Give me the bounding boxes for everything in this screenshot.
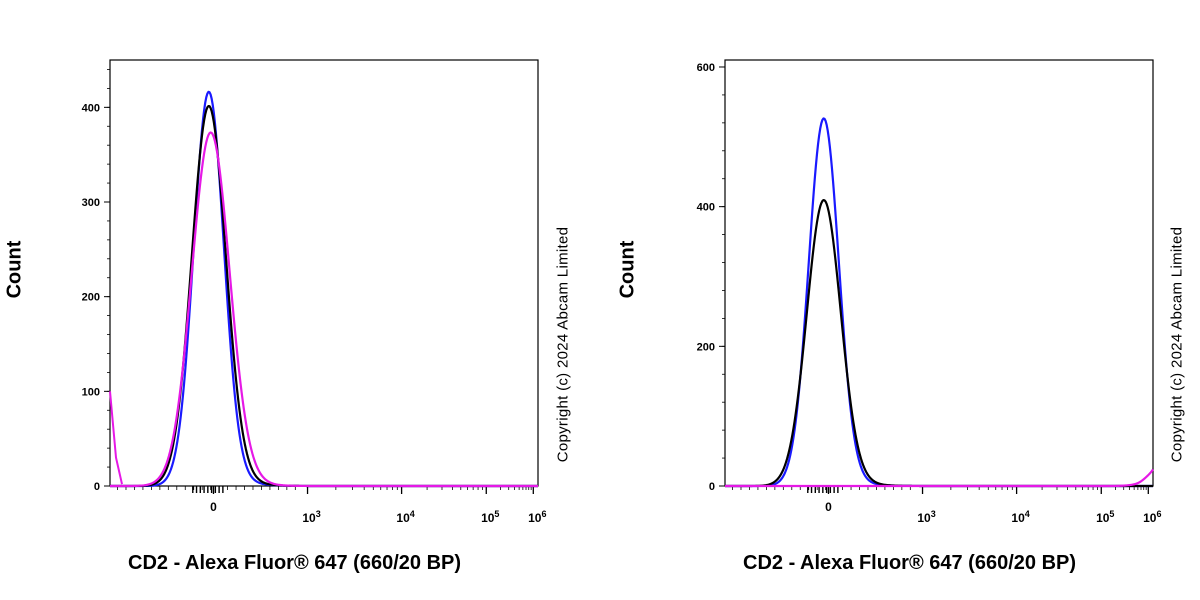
x-tick-label: 104	[1011, 509, 1029, 525]
y-tick-label: 300	[82, 197, 100, 209]
y-tick-label: 100	[82, 386, 100, 398]
x-tick-label: 104	[396, 509, 414, 525]
x-axis-label: CD2 - Alexa Fluor® 647 (660/20 BP)	[128, 552, 462, 574]
y-tick-label: 400	[697, 202, 715, 214]
y-tick-label: 600	[697, 62, 715, 74]
series-line-blue	[724, 117, 1154, 488]
x-tick-label: 0	[210, 500, 217, 514]
y-tick-label: 0	[94, 481, 100, 493]
y-axis-label: Count	[3, 240, 26, 299]
histogram-panel-right: 0 200 400 600 0 103 104 105 106 Count CD2 - Alex…	[615, 0, 1200, 600]
series-edge-artifact	[109, 391, 123, 485]
y-tick-label: 400	[82, 102, 100, 114]
x-tick-label: 106	[1143, 509, 1161, 525]
x-tick-label: 103	[302, 509, 320, 525]
histogram-plot-right: 0 200 400 600 0 103 104 105 106	[697, 59, 1161, 525]
plot-frame	[109, 59, 539, 487]
y-axis-label: Count	[616, 240, 639, 299]
series-line-magenta	[109, 131, 539, 488]
series-line-magenta	[724, 468, 1154, 488]
x-tick-label: 103	[917, 509, 935, 525]
copyright-text: Copyright (c) 2024 Abcam Limited	[1168, 226, 1186, 463]
plot-frame	[724, 59, 1154, 487]
copyright-text: Copyright (c) 2024 Abcam Limited	[554, 226, 572, 463]
y-tick-label: 0	[709, 481, 715, 493]
y-tick-label: 200	[697, 341, 715, 353]
histogram-panel-left: 0 100 200 300 400 0 103 104 105 106 Count CD2 - A…	[3, 59, 572, 574]
x-tick-label: 0	[825, 500, 832, 514]
histogram-plot-left: 0 100 200 300 400 0 103 104 105 106	[82, 59, 546, 525]
x-tick-label: 105	[481, 509, 499, 525]
y-tick-label: 200	[82, 292, 100, 304]
x-tick-label: 106	[528, 509, 546, 525]
x-tick-label: 105	[1096, 509, 1114, 525]
x-axis-label: CD2 - Alexa Fluor® 647 (660/20 BP)	[743, 552, 1077, 574]
series-line-black	[724, 199, 1154, 488]
